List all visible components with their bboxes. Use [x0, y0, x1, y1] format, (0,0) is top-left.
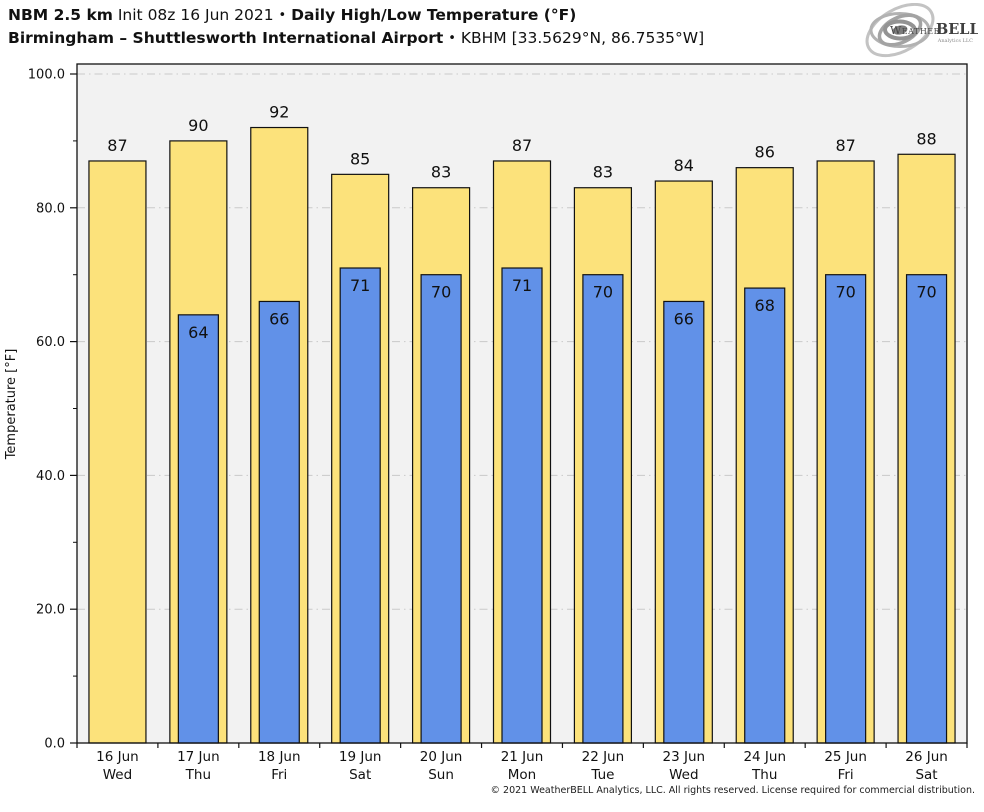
separator-dot: •	[448, 31, 456, 46]
high-value-label: 83	[593, 163, 613, 182]
title-line-1: NBM 2.5 km Init 08z 16 Jun 2021 • Daily …	[8, 4, 704, 27]
x-tick-label-date: 16 Jun	[96, 749, 139, 765]
logo-text-bell: BELL	[936, 21, 978, 38]
x-tick-label-date: 22 Jun	[582, 749, 625, 765]
x-tick-label-date: 23 Jun	[663, 749, 706, 765]
low-value-label: 71	[512, 276, 532, 295]
x-tick-label-day: Sat	[349, 767, 371, 783]
y-tick-label: 20.0	[36, 603, 65, 618]
low-bar	[258, 300, 300, 744]
high-value-label: 88	[916, 129, 936, 148]
model-name: NBM 2.5 km	[8, 6, 113, 24]
logo-text-weather: Weather	[890, 24, 941, 37]
high-value-label: 87	[107, 136, 127, 155]
low-bar	[744, 287, 786, 744]
x-tick-label-day: Fri	[838, 767, 854, 783]
y-tick-label: 80.0	[36, 201, 65, 216]
x-tick-label-day: Wed	[103, 767, 132, 783]
x-tick-label-date: 19 Jun	[339, 749, 382, 765]
weatherbell-logo: Weather BELL Analytics LLC	[865, 3, 978, 58]
low-bar	[582, 274, 624, 744]
high-value-label: 86	[755, 143, 775, 162]
title-line-2: Birmingham – Shuttlesworth International…	[8, 27, 704, 50]
high-bar	[88, 160, 147, 744]
x-tick-label-date: 25 Jun	[824, 749, 867, 765]
low-value-label: 71	[350, 276, 370, 295]
product-name: Daily High/Low Temperature (°F)	[291, 6, 577, 24]
low-bar	[339, 267, 381, 744]
low-bar	[663, 300, 705, 744]
plot-border	[76, 63, 968, 744]
x-tick-label-day: Mon	[508, 767, 536, 783]
y-tick-label: 100.0	[28, 68, 65, 83]
y-tick-label: 40.0	[36, 469, 65, 484]
chart-header: NBM 2.5 km Init 08z 16 Jun 2021 • Daily …	[8, 4, 704, 50]
x-tick-label-date: 21 Jun	[501, 749, 544, 765]
high-value-label: 85	[350, 149, 370, 168]
copyright-notice: © 2021 WeatherBELL Analytics, LLC. All r…	[490, 785, 975, 796]
high-value-label: 87	[835, 136, 855, 155]
x-tick-label-day: Thu	[185, 767, 211, 783]
high-value-label: 84	[674, 156, 694, 175]
low-bar	[501, 267, 543, 744]
low-value-label: 68	[755, 296, 775, 315]
low-value-label: 66	[674, 309, 694, 328]
y-tick-label: 60.0	[36, 335, 65, 350]
x-tick-label-date: 17 Jun	[177, 749, 220, 765]
low-value-label: 70	[916, 283, 936, 302]
low-value-label: 66	[269, 309, 289, 328]
x-tick-label-date: 24 Jun	[743, 749, 786, 765]
separator-dot: •	[278, 8, 287, 23]
high-value-label: 92	[269, 103, 289, 122]
low-bar	[177, 314, 219, 744]
x-tick-label-day: Wed	[669, 767, 698, 783]
station-coordinates: KBHM [33.5629°N, 86.7535°W]	[460, 29, 705, 47]
x-tick-label-day: Thu	[751, 767, 777, 783]
x-tick-label-day: Tue	[590, 767, 614, 783]
location-name: Birmingham – Shuttlesworth International…	[8, 29, 444, 47]
high-value-label: 87	[512, 136, 532, 155]
high-value-label: 83	[431, 163, 451, 182]
hurricane-swirl-icon	[865, 3, 935, 58]
x-tick-label-date: 18 Jun	[258, 749, 301, 765]
y-tick-label: 0.0	[44, 737, 65, 752]
y-axis-title: Temperature [°F]	[4, 349, 19, 461]
x-tick-label-day: Fri	[271, 767, 287, 783]
low-value-label: 64	[188, 323, 208, 342]
low-value-label: 70	[431, 283, 451, 302]
x-tick-label-day: Sun	[428, 767, 454, 783]
x-tick-label-date: 20 Jun	[420, 749, 463, 765]
low-bar	[420, 274, 462, 744]
low-value-label: 70	[835, 283, 855, 302]
logo-subtitle: Analytics LLC	[937, 38, 973, 44]
high-value-label: 90	[188, 116, 208, 135]
low-value-label: 70	[593, 283, 613, 302]
low-bar	[825, 274, 867, 744]
low-bar	[905, 274, 948, 744]
x-tick-label-day: Sat	[915, 767, 937, 783]
init-time: Init 08z 16 Jun 2021	[117, 6, 274, 24]
x-tick-label-date: 26 Jun	[905, 749, 948, 765]
